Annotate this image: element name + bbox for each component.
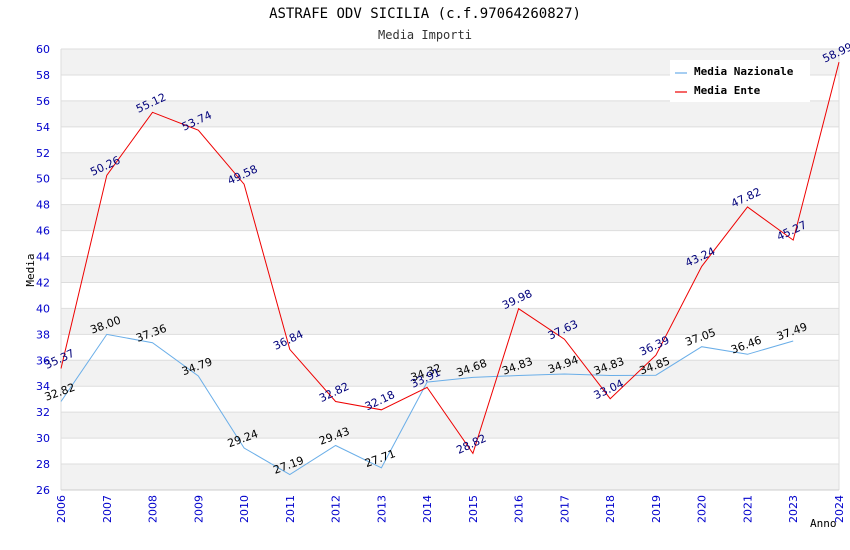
y-tick-label: 56 bbox=[36, 95, 50, 108]
x-tick-label: 2017 bbox=[558, 495, 571, 523]
y-tick-label: 52 bbox=[36, 147, 50, 160]
data-label-nazionale: 36.46 bbox=[729, 334, 763, 357]
y-tick-label: 32 bbox=[36, 406, 50, 419]
grid-band bbox=[61, 412, 839, 439]
x-tick-label: 2010 bbox=[238, 495, 251, 523]
x-tick-label: 2020 bbox=[696, 495, 709, 523]
y-tick-label: 40 bbox=[36, 302, 50, 315]
x-tick-label: 2011 bbox=[284, 495, 297, 523]
grid-band bbox=[61, 152, 839, 179]
y-axis-label: Media bbox=[24, 253, 37, 286]
y-tick-label: 44 bbox=[36, 251, 50, 264]
chart-title: ASTRAFE ODV SICILIA (c.f.97064260827) bbox=[269, 6, 581, 22]
legend-label-ente: Media Ente bbox=[694, 84, 761, 97]
x-tick-label: 2014 bbox=[421, 495, 434, 523]
x-axis-ticks: 2006 2007 2008 2009 2010 2011 2012 2013 2014 2015… bbox=[55, 495, 846, 523]
legend: Media Nazionale Media Ente bbox=[670, 60, 810, 102]
x-tick-label: 2021 bbox=[741, 495, 754, 523]
x-tick-label: 2019 bbox=[650, 495, 663, 523]
grid-band bbox=[61, 464, 839, 490]
grid-band bbox=[61, 100, 839, 127]
grid-band bbox=[61, 204, 839, 231]
y-axis-ticks: 26 28 30 32 34 36 38 40 42 44 46 48 50 52 54 56 58 60 bbox=[36, 43, 50, 497]
series-lines bbox=[60, 61, 840, 476]
y-tick-label: 26 bbox=[36, 484, 50, 497]
chart-subtitle: Media Importi bbox=[378, 28, 472, 42]
y-tick-label: 48 bbox=[36, 199, 50, 212]
x-tick-label: 2009 bbox=[192, 495, 205, 523]
x-tick-label: 2013 bbox=[375, 495, 388, 523]
x-tick-label: 2006 bbox=[55, 495, 68, 523]
y-tick-label: 46 bbox=[36, 225, 50, 238]
y-tick-label: 54 bbox=[36, 121, 50, 134]
grid-band bbox=[61, 360, 839, 387]
x-tick-label: 2015 bbox=[467, 495, 480, 523]
x-tick-label: 2016 bbox=[513, 495, 526, 523]
y-tick-label: 50 bbox=[36, 173, 50, 186]
legend-box bbox=[670, 60, 810, 102]
x-tick-label: 2024 bbox=[833, 495, 846, 523]
x-tick-label: 2018 bbox=[604, 495, 617, 523]
y-tick-label: 38 bbox=[36, 328, 50, 341]
y-tick-label: 36 bbox=[36, 354, 50, 367]
y-tick-label: 58 bbox=[36, 69, 50, 82]
x-tick-label: 2007 bbox=[101, 495, 114, 523]
y-tick-label: 60 bbox=[36, 43, 50, 56]
series-line-nazionale bbox=[60, 333, 794, 476]
y-tick-label: 30 bbox=[36, 432, 50, 445]
grid-lines bbox=[60, 48, 840, 491]
x-tick-label: 2008 bbox=[147, 495, 160, 523]
y-tick-label: 42 bbox=[36, 276, 50, 289]
grid-bands bbox=[61, 49, 839, 490]
series-line-ente bbox=[60, 61, 840, 455]
grid-band bbox=[61, 308, 839, 335]
legend-label-nazionale: Media Nazionale bbox=[694, 65, 794, 78]
x-axis-label: Anno bbox=[810, 517, 837, 530]
y-tick-label: 28 bbox=[36, 458, 50, 471]
x-tick-label: 2012 bbox=[330, 495, 343, 523]
y-tick-label: 34 bbox=[36, 380, 50, 393]
grid-band bbox=[61, 256, 839, 283]
x-tick-label: 2023 bbox=[787, 495, 800, 523]
